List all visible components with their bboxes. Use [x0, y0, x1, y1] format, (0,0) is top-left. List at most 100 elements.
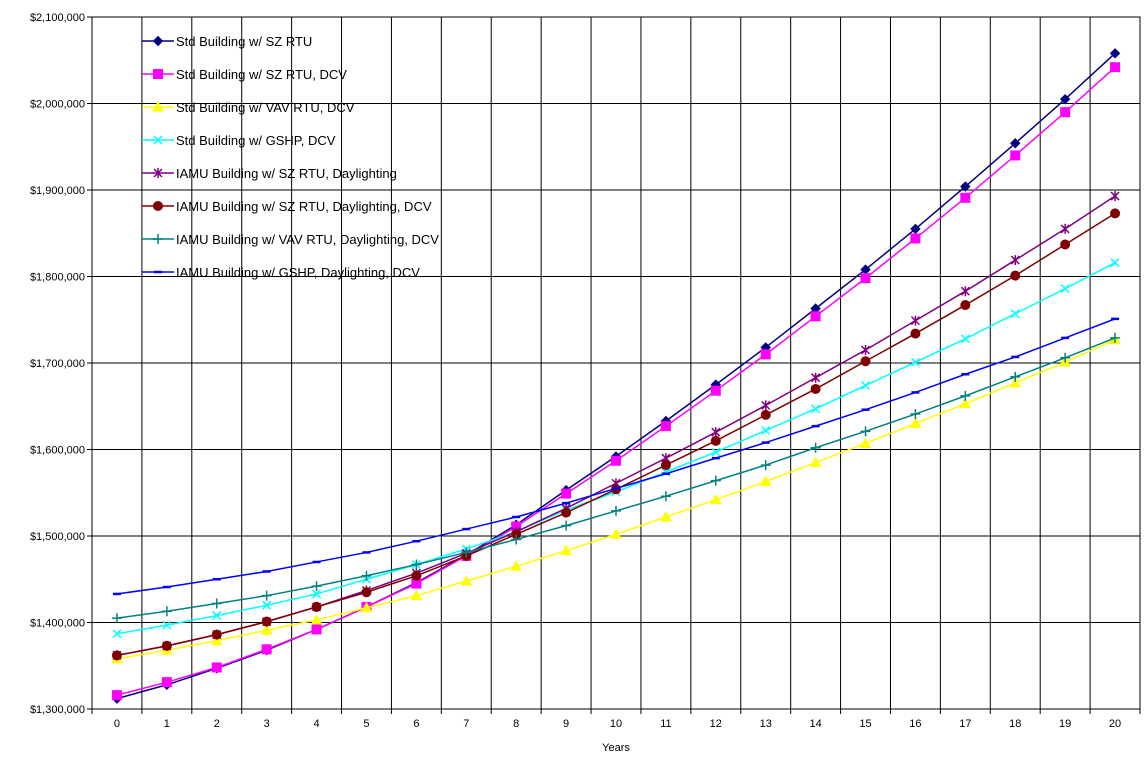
data-point [211, 629, 222, 640]
data-point [860, 273, 871, 284]
data-point [111, 613, 122, 624]
data-point [111, 690, 122, 701]
data-point [710, 385, 721, 396]
data-point [760, 460, 771, 471]
data-point [1060, 107, 1071, 118]
data-point [311, 581, 322, 592]
y-tick-label: $2,100,000 [30, 12, 85, 24]
data-point [859, 437, 872, 448]
data-point [460, 574, 473, 586]
data-point [660, 491, 671, 502]
x-tick-label: 9 [563, 718, 569, 730]
legend-item: IAMU Building w/ SZ RTU, Daylighting, DC… [142, 199, 432, 214]
data-point [161, 640, 172, 651]
legend: Std Building w/ SZ RTU Std Building w/ SZ… [142, 34, 439, 280]
data-point [810, 442, 821, 453]
data-point [760, 349, 771, 360]
x-axis-title: Years [602, 742, 630, 754]
data-point [660, 421, 671, 432]
data-point [1060, 223, 1070, 234]
data-point [312, 589, 322, 599]
data-point [811, 372, 821, 383]
data-point [410, 589, 423, 601]
legend-marker [153, 201, 163, 211]
x-tick-label: 8 [513, 718, 519, 730]
data-point [261, 616, 272, 627]
data-point [1010, 255, 1020, 266]
data-point [860, 345, 871, 356]
y-tick-label: $1,500,000 [30, 531, 85, 543]
series-7 [111, 332, 1121, 624]
data-point [1110, 62, 1121, 73]
data-point [561, 507, 572, 518]
data-point [161, 677, 172, 688]
data-point [711, 447, 721, 457]
data-point [361, 587, 372, 598]
legend-marker [153, 234, 163, 244]
data-point [511, 534, 522, 545]
data-point [112, 629, 122, 639]
x-tick-label: 19 [1059, 718, 1071, 730]
x-tick-label: 0 [114, 718, 120, 730]
data-point [262, 600, 272, 610]
data-point [910, 357, 920, 367]
data-point [1109, 48, 1121, 59]
y-tick-label: $1,300,000 [30, 704, 85, 716]
data-point [909, 417, 922, 429]
data-point [759, 475, 772, 487]
legend-marker [153, 168, 163, 178]
data-point [210, 634, 223, 646]
data-point [1010, 309, 1020, 319]
series-8 [112, 317, 1120, 596]
data-point [1059, 93, 1071, 105]
x-tick-label: 16 [909, 718, 921, 730]
data-point [860, 356, 871, 367]
data-point [1060, 284, 1070, 294]
data-point [960, 181, 971, 192]
data-point [1110, 191, 1120, 202]
data-point [660, 510, 672, 522]
legend-item: Std Building w/ SZ RTU, DCV [142, 67, 347, 82]
y-tick-label: $1,600,000 [30, 445, 85, 457]
data-point [1110, 258, 1120, 268]
data-point [361, 570, 372, 581]
data-point [611, 505, 621, 516]
legend-marker [152, 100, 164, 112]
data-point [211, 598, 222, 609]
axes: $1,300,000 $1,400,000 $1,500,000 $1,600,000… [30, 12, 1141, 730]
x-tick-label: 15 [859, 718, 871, 730]
data-point [960, 390, 971, 401]
y-tick-label: $1,700,000 [30, 358, 85, 370]
legend-label: Std Building w/ SZ RTU, DCV [176, 67, 347, 82]
data-point [709, 493, 722, 505]
data-point [1110, 208, 1121, 219]
data-point [711, 427, 721, 438]
x-tick-label: 4 [314, 718, 320, 730]
data-point [1010, 138, 1021, 149]
legend-label: IAMU Building w/ VAV RTU, Daylighting, D… [176, 232, 439, 247]
data-point [960, 286, 970, 297]
x-tick-label: 1 [164, 718, 170, 730]
data-point [261, 590, 272, 601]
legend-marker [153, 135, 163, 145]
legend-label: Std Building w/ GSHP, DCV [176, 133, 336, 148]
x-tick-label: 14 [809, 718, 821, 730]
legend-label: Std Building w/ VAV RTU, DCV [176, 100, 355, 115]
legend-marker [152, 35, 164, 47]
data-point [760, 409, 771, 420]
data-point [959, 397, 972, 409]
data-point [811, 404, 821, 414]
legend-label: IAMU Building w/ GSHP, Daylighting, DCV [176, 265, 420, 280]
x-tick-label: 3 [264, 718, 270, 730]
data-point [660, 460, 671, 471]
data-point [610, 528, 622, 539]
data-point [310, 613, 323, 625]
data-point [611, 455, 621, 466]
data-point [810, 311, 821, 322]
legend-item: Std Building w/ SZ RTU [142, 34, 312, 49]
y-tick-label: $2,000,000 [30, 99, 85, 111]
x-tick-label: 2 [214, 718, 220, 730]
legend-marker [153, 69, 163, 79]
x-tick-label: 10 [610, 718, 622, 730]
